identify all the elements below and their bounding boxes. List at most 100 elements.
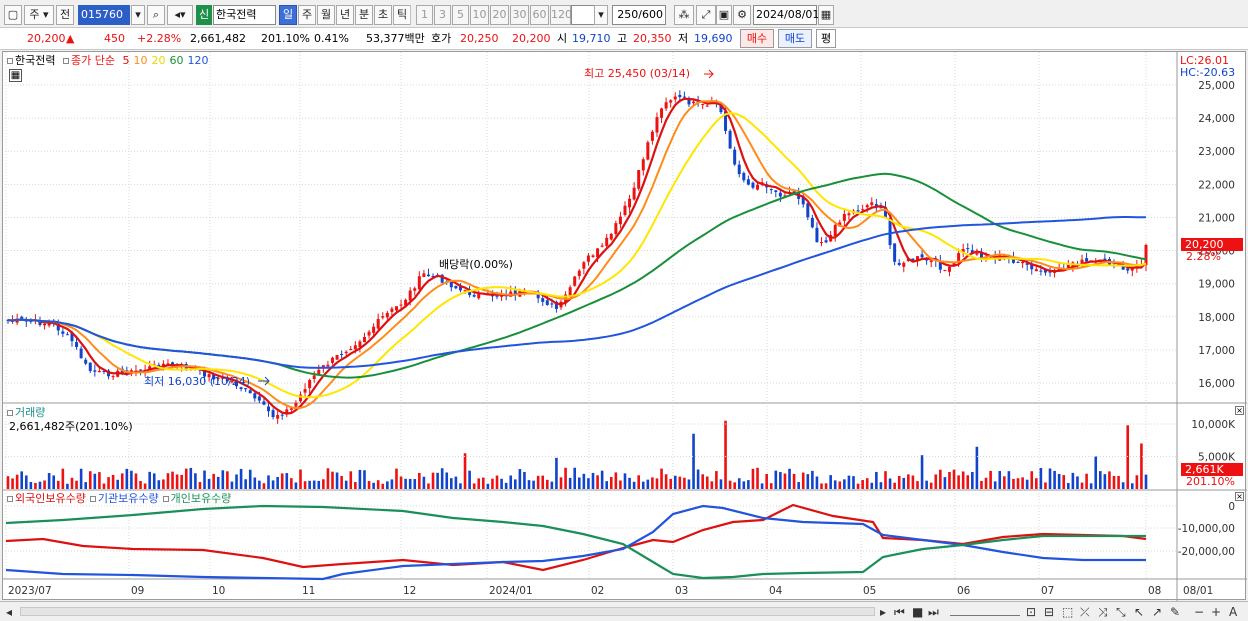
zoom-slider[interactable]	[950, 607, 1020, 616]
zoom-select-icon[interactable]: ⬚	[1062, 605, 1074, 619]
scroll-left-icon[interactable]: ◂	[6, 605, 13, 619]
volume-bar	[1039, 467, 1043, 489]
scroll-right-icon[interactable]: ▸	[880, 605, 887, 619]
volume-bar	[1044, 482, 1047, 489]
candle-body	[75, 342, 79, 348]
volume-bar	[1103, 474, 1107, 489]
search-icon[interactable]: ⌕	[147, 5, 165, 25]
buy-button[interactable]: 매수	[740, 29, 774, 48]
volume-bar	[102, 483, 106, 489]
candle-body	[952, 261, 956, 266]
candle-body	[312, 375, 316, 380]
period-button[interactable]: 분	[355, 5, 373, 25]
candle-body	[751, 182, 755, 188]
period-button[interactable]: 일	[279, 5, 297, 25]
interval-button[interactable]: 10	[470, 5, 489, 25]
interval-button[interactable]: 120	[550, 5, 572, 25]
crosshair-icon[interactable]: ⤫	[1080, 605, 1090, 619]
volume-bar	[1085, 473, 1088, 489]
chart-tools-icon[interactable]: ⁂	[674, 5, 694, 25]
stock-name-field[interactable]: 한국전력	[213, 5, 276, 25]
volume-bar	[541, 475, 545, 489]
volume-bar	[568, 477, 572, 489]
period-button[interactable]: 초	[374, 5, 392, 25]
data-count-field[interactable]: 250/600	[612, 5, 666, 25]
volume-close-icon[interactable]: ×	[1235, 406, 1244, 415]
chart-area[interactable]: 25,000 24,000 23,000 22,000 21,000 20,000 19,0…	[2, 51, 1247, 601]
chart-compare-icon[interactable]: ⤢	[696, 5, 716, 25]
volume-bar	[1089, 483, 1093, 489]
market-select[interactable]: 주 ▾	[24, 5, 54, 25]
fast-forward-icon[interactable]: ⏭	[928, 605, 939, 619]
volume-bar	[916, 481, 919, 489]
volume-bar	[194, 473, 197, 489]
volume-bar	[84, 482, 87, 489]
stop-icon[interactable]: ■	[912, 605, 924, 619]
volume-bar	[157, 480, 161, 489]
pointer-icon[interactable]: ↗	[1152, 605, 1163, 619]
interval-dropdown-icon[interactable]: ▾	[594, 5, 608, 25]
window-icon[interactable]: ▢	[4, 5, 22, 25]
volume-bar	[705, 476, 709, 489]
volume-bar	[637, 475, 640, 489]
chart-canvas[interactable]: 25,000 24,000 23,000 22,000 21,000 20,000 19,0…	[3, 52, 1247, 601]
candle-body	[545, 300, 549, 305]
period-button[interactable]: 년	[336, 5, 354, 25]
volume-bar	[212, 473, 215, 489]
volume-bar	[564, 467, 567, 489]
date-field[interactable]: 2024/08/01	[753, 5, 819, 25]
interval-button[interactable]: 60	[530, 5, 549, 25]
interval-button[interactable]: 1	[416, 5, 433, 25]
eval-button[interactable]: 평	[816, 29, 836, 48]
volume-bar	[34, 482, 37, 489]
volume-bar	[88, 471, 92, 489]
horizontal-scrollbar[interactable]	[20, 607, 875, 616]
calendar-icon[interactable]: ▦	[818, 5, 834, 25]
candle-body	[756, 184, 760, 190]
ma-legend-item: 60	[169, 54, 184, 67]
period-button[interactable]: 틱	[393, 5, 411, 25]
volume-bar	[870, 482, 874, 489]
volume-bar	[623, 473, 627, 489]
rewind-icon[interactable]: ⏮	[894, 605, 905, 619]
font-size-icon[interactable]: A	[1229, 605, 1238, 619]
interval-button[interactable]: 5	[452, 5, 469, 25]
arrow-icon[interactable]: ↖	[1134, 605, 1145, 619]
kind-button[interactable]: 전	[56, 5, 74, 25]
zoom-area-icon[interactable]: ⊟	[1044, 605, 1055, 619]
speaker-icon[interactable]: ◂▾	[167, 5, 193, 25]
sell-button[interactable]: 매도	[778, 29, 812, 48]
candle-body	[655, 117, 659, 133]
volume-bar	[120, 473, 124, 489]
save-icon[interactable]: ▣	[716, 5, 732, 25]
period-button[interactable]: 주	[298, 5, 316, 25]
gear-icon[interactable]: ⚙	[733, 5, 751, 25]
candle-body	[719, 102, 723, 113]
table-toggle-icon[interactable]: ▦	[9, 69, 22, 82]
volume-bar	[390, 479, 394, 489]
zoom-out-icon[interactable]: −	[1194, 605, 1205, 619]
zoom-fit-icon[interactable]: ⊡	[1026, 605, 1037, 619]
trend-icon[interactable]: ⤨	[1098, 605, 1108, 619]
candle-body	[733, 149, 737, 165]
volume-bar	[998, 471, 1002, 489]
legend-square-icon	[162, 495, 169, 502]
volume-bar	[742, 481, 746, 489]
volume-bar	[715, 471, 718, 489]
interval-button[interactable]: 20	[490, 5, 509, 25]
line-icon[interactable]: ⤡	[1116, 605, 1126, 619]
holding-close-icon[interactable]: ×	[1235, 492, 1244, 501]
period-button[interactable]: 월	[317, 5, 335, 25]
stock-code-input[interactable]: 015760	[78, 5, 130, 25]
ma-legend-items: 5 10 20 60 120	[118, 54, 208, 67]
draw-icon[interactable]: ✎	[1170, 605, 1181, 619]
zoom-in-icon[interactable]: +	[1211, 605, 1222, 619]
legend-square-icon	[89, 495, 96, 502]
volume-bar	[1094, 456, 1098, 489]
volume-bar	[450, 478, 453, 489]
candle-body	[856, 210, 860, 212]
volume-bar	[294, 482, 298, 489]
interval-button[interactable]: 3	[434, 5, 451, 25]
code-dropdown-icon[interactable]: ▾	[131, 5, 145, 25]
interval-button[interactable]: 30	[510, 5, 529, 25]
